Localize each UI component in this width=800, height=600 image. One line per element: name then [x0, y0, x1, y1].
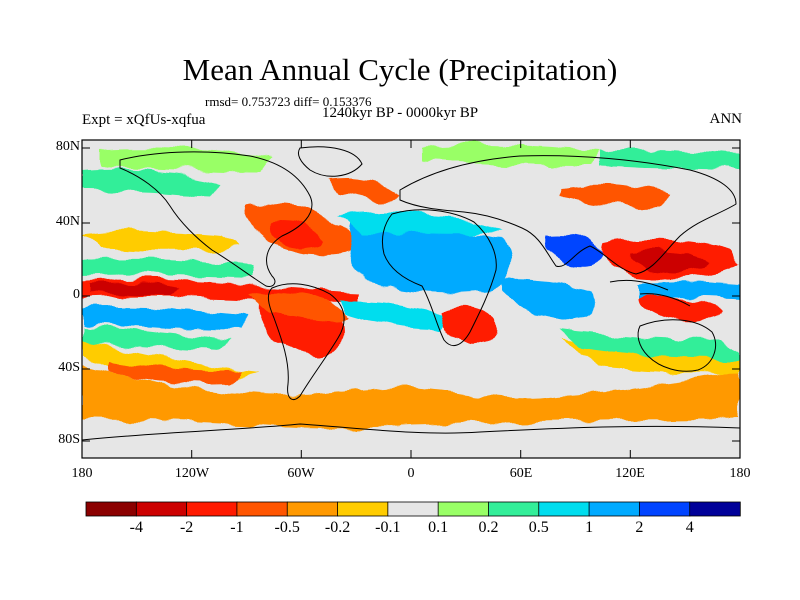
colorbar-label: 0.5 [528, 519, 549, 536]
colorbar-swatch [538, 501, 590, 517]
map-title: Mean Annual Cycle (Precipitation) [182, 52, 618, 87]
coast-south-america [267, 283, 345, 400]
colorbar-label: 2 [635, 519, 644, 536]
field-cyan-arctic [82, 149, 740, 196]
field-darkred-pacific [90, 283, 180, 296]
lon-label-180e: 180 [729, 466, 751, 481]
colorbar-swatch [85, 501, 138, 517]
field-orange-south [82, 365, 740, 429]
colorbar-label: 0.2 [478, 519, 499, 536]
colorbar-label: -0.1 [375, 519, 401, 536]
field-blue-npacific [82, 281, 740, 330]
coast-australia [637, 319, 716, 372]
lon-label-0: 0 [407, 466, 415, 481]
colorbar-label: -0.5 [274, 519, 300, 536]
coast-north-america [119, 151, 313, 287]
field-blue-indian [500, 278, 594, 320]
colorbar-swatch [236, 501, 288, 517]
colorbar-swatch [135, 501, 188, 517]
field-red-gulf [269, 220, 322, 248]
colorbar-swatch [689, 501, 741, 517]
colorbar-swatch [638, 501, 691, 517]
colorbar-swatch [437, 501, 490, 517]
lon-label-180w: 180 [71, 466, 93, 481]
colorbar-swatch [588, 501, 641, 517]
field-lightblue-africa [340, 212, 500, 330]
field-darkblue-india [544, 234, 605, 266]
stats-line: rmsd= 0.753723 diff= 0.153376 [205, 94, 372, 109]
lat-label-80s: 80S [58, 432, 80, 447]
colorbar-label: 1 [585, 519, 594, 536]
coast-africa [381, 209, 497, 347]
colorbar-swatch [286, 501, 339, 517]
lon-label-60w: 60W [287, 466, 315, 481]
coast-antarctica [82, 423, 740, 441]
field-darkred-wpacific [629, 250, 710, 272]
field-green-arctic [100, 144, 600, 172]
colorbar-label: 4 [685, 519, 694, 536]
lon-label-120e: 120E [615, 466, 645, 481]
field-orange-sa-edge [250, 291, 350, 320]
map-field [82, 140, 740, 458]
field-cyan-atlantic [347, 220, 513, 293]
lon-label-120w: 120W [174, 466, 210, 481]
experiment-label: Expt = xQfUs-xqfua [82, 112, 206, 128]
coast-eurasia [399, 155, 737, 275]
coast-maritime [609, 279, 691, 307]
field-yellow-south [82, 340, 740, 378]
season-label: ANN [709, 111, 743, 127]
coastlines [82, 146, 740, 441]
axis-ticks [81, 140, 741, 458]
colorbar-label: -4 [129, 519, 143, 536]
colorbar-swatch [186, 501, 238, 517]
lat-label-0: 0 [73, 287, 80, 302]
field-yellow-north-pacific [82, 231, 240, 251]
field-orange-spacific [110, 360, 240, 383]
lat-label-40s: 40S [58, 360, 80, 375]
field-orange-eurasia [330, 178, 670, 207]
field-green-band [82, 258, 740, 360]
coast-greenland [297, 146, 363, 177]
colorbar-label: -1 [230, 519, 244, 536]
colorbar-label: 0.1 [428, 519, 449, 536]
colorbar-label: -2 [179, 519, 194, 536]
field-red-maritime [640, 294, 720, 322]
field-red-south-africa [440, 305, 496, 345]
period-label: 1240kyr BP - 0000kyr BP [322, 105, 479, 121]
colorbar [85, 501, 741, 517]
lon-label-60e: 60E [509, 466, 533, 481]
colorbar-swatch [488, 501, 540, 517]
colorbar-swatch [337, 501, 389, 517]
lat-label-80n: 80N [55, 139, 80, 154]
lat-label-40n: 40N [55, 214, 80, 229]
colorbar-label: -0.2 [324, 519, 351, 536]
colorbar-swatch [387, 501, 439, 517]
